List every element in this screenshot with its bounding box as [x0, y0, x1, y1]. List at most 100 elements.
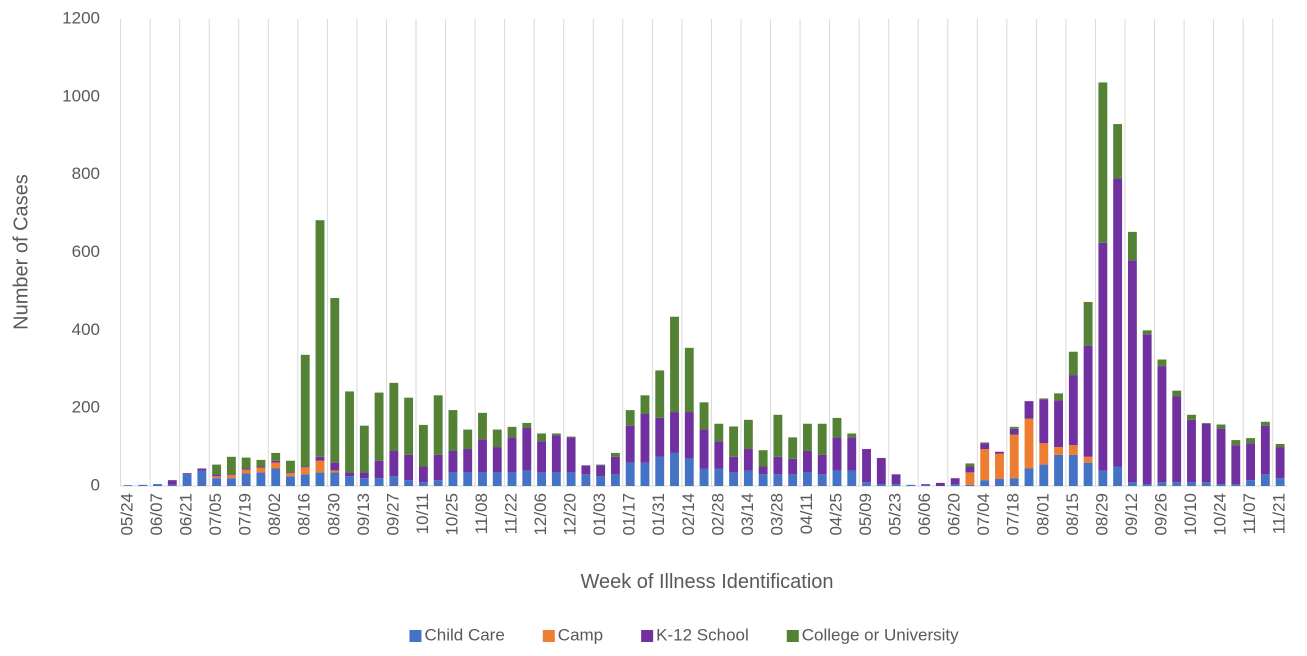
- bar-segment: [847, 437, 857, 471]
- bar-segment: [832, 417, 842, 438]
- bar-segment: [1024, 468, 1034, 486]
- bar-segment: [1054, 393, 1063, 401]
- bar-segment: [625, 462, 635, 486]
- bar-segment: [684, 458, 694, 486]
- bar-segment: [212, 474, 222, 477]
- bar-segment: [980, 442, 990, 444]
- bar-segment: [1054, 447, 1063, 455]
- x-tick-label: 08/15: [1063, 493, 1082, 536]
- bar-segment: [980, 443, 990, 450]
- bar-segment: [1127, 260, 1137, 483]
- bar-segment: [1231, 445, 1241, 485]
- bar-segment: [1068, 445, 1078, 455]
- bar-segment: [729, 456, 739, 473]
- bar-segment: [876, 484, 886, 486]
- legend-label: Child Care: [424, 625, 504, 644]
- bar-segment: [950, 484, 960, 486]
- x-tick-label: 05/09: [856, 493, 875, 536]
- bar-segment: [507, 426, 517, 438]
- bar-segment: [433, 395, 443, 455]
- bar-segment: [507, 472, 517, 486]
- bar-segment: [315, 220, 325, 457]
- x-tick-label: 01/17: [620, 493, 639, 536]
- bar-segment: [315, 472, 325, 486]
- y-tick-label: 1200: [62, 8, 100, 27]
- bar-segment: [625, 410, 635, 426]
- bar-segment: [610, 456, 620, 475]
- bar-segment: [1024, 401, 1034, 419]
- x-tick-label: 06/20: [945, 493, 964, 536]
- bar-segment: [359, 478, 369, 486]
- x-tick-label: 03/28: [767, 493, 786, 536]
- bar-segment: [803, 450, 812, 473]
- x-tick-label: 06/21: [177, 493, 196, 536]
- bar-segment: [1039, 399, 1049, 444]
- bar-segment: [832, 470, 842, 486]
- bar-segment: [138, 484, 148, 486]
- bar-segment: [1009, 478, 1019, 486]
- bar-segment: [286, 473, 295, 477]
- legend-label: K-12 School: [656, 625, 749, 644]
- bar-segment: [404, 480, 414, 486]
- x-tick-label: 10/11: [413, 493, 432, 534]
- bar-segment: [286, 472, 295, 474]
- bar-segment: [1157, 366, 1167, 483]
- bar-segment: [965, 484, 975, 486]
- bar-segment: [256, 466, 266, 468]
- y-axis-title: Number of Cases: [10, 174, 32, 330]
- bar-segment: [167, 484, 177, 486]
- bar-segment: [212, 464, 222, 475]
- bar-segment: [1098, 470, 1108, 486]
- legend-swatch: [786, 630, 799, 642]
- bar-segment: [596, 464, 606, 466]
- bar-segment: [448, 450, 458, 473]
- bar-segment: [389, 476, 399, 486]
- bar-segment: [551, 472, 561, 486]
- bar-segment: [758, 450, 768, 467]
- bar-segment: [743, 470, 753, 486]
- bar-segment: [522, 470, 532, 486]
- bar-segment: [167, 480, 177, 485]
- bar-segment: [965, 463, 975, 467]
- bar-segment: [1068, 375, 1078, 446]
- bar-segment: [330, 470, 340, 473]
- x-tick-label: 08/29: [1092, 493, 1111, 536]
- bar-segment: [847, 470, 857, 486]
- bar-segment: [773, 456, 783, 475]
- x-tick-label: 02/28: [708, 493, 727, 536]
- x-tick-label: 05/24: [117, 493, 136, 536]
- x-tick-label: 06/06: [915, 493, 934, 536]
- legend-label: Camp: [558, 625, 603, 644]
- bar-segment: [1054, 454, 1063, 486]
- bar-segment: [729, 472, 739, 486]
- bar-segment: [862, 482, 871, 486]
- bar-segment: [1246, 443, 1256, 481]
- bar-segment: [123, 485, 133, 486]
- bar-segment: [1172, 390, 1182, 397]
- bar-segment: [1216, 428, 1226, 485]
- bar-segment: [492, 447, 502, 473]
- bar-segment: [256, 467, 266, 473]
- x-tick-label: 02/14: [679, 493, 698, 536]
- bar-segment: [241, 468, 251, 470]
- bar-segment: [1260, 474, 1270, 486]
- bar-segment: [1231, 484, 1241, 486]
- bar-segment: [226, 478, 236, 486]
- x-tick-label: 11/08: [472, 493, 491, 534]
- bar-segment: [684, 347, 694, 413]
- bar-segment: [803, 472, 812, 486]
- bar-segment: [226, 475, 236, 479]
- bar-segment: [640, 414, 650, 463]
- y-tick-label: 0: [91, 475, 100, 494]
- bar-segment: [581, 465, 591, 475]
- bar-segment: [935, 482, 945, 486]
- bar-segment: [610, 474, 620, 486]
- bar-segment: [1216, 424, 1226, 429]
- y-tick-label: 600: [72, 242, 100, 261]
- bar-segment: [1275, 447, 1285, 479]
- bar-segment: [478, 439, 487, 473]
- bar-segment: [463, 472, 473, 486]
- bar-segment: [1201, 422, 1211, 424]
- x-tick-label: 08/02: [265, 493, 284, 536]
